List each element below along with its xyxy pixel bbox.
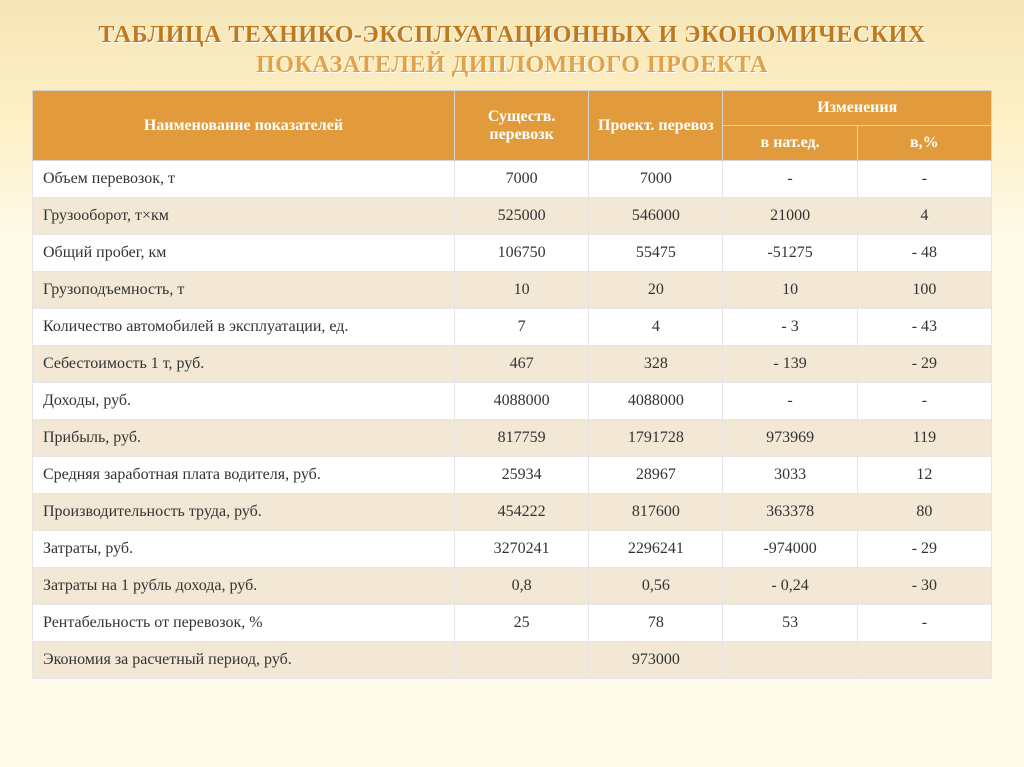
table-cell-exist: 0,8 [454,568,588,605]
table-cell-exist: 4088000 [454,383,588,420]
table-cell-nat: 53 [723,605,857,642]
table-cell-name: Общий пробег, км [33,235,455,272]
table-row: Рентабельность от перевозок, %257853- [33,605,992,642]
table-cell-name: Себестоимость 1 т, руб. [33,346,455,383]
table-cell-exist: 25 [454,605,588,642]
table-cell-exist: 25934 [454,457,588,494]
table-cell-pct: - 48 [857,235,991,272]
table-cell-nat: 973969 [723,420,857,457]
table-cell-nat: 21000 [723,198,857,235]
table-cell-proj: 546000 [589,198,723,235]
th-changes-pct: в,% [857,126,991,161]
table-cell-proj: 1791728 [589,420,723,457]
table-cell-nat: - 3 [723,309,857,346]
table-cell-proj: 7000 [589,161,723,198]
table-cell-pct: - 43 [857,309,991,346]
table-cell-proj: 4 [589,309,723,346]
table-cell-name: Затраты, руб. [33,531,455,568]
table-row: Экономия за расчетный период, руб. 973000 [33,642,992,679]
table-cell-name: Средняя заработная плата водителя, руб. [33,457,455,494]
table-row: Грузоподъемность, т102010100 [33,272,992,309]
table-row: Производительность труда, руб.4542228176… [33,494,992,531]
table-cell-name: Затраты на 1 рубль дохода, руб. [33,568,455,605]
table-cell-proj: 973000 [589,642,723,679]
table-cell-name: Грузооборот, т×км [33,198,455,235]
title-line-1: ТАБЛИЦА ТЕХНИКО-ЭКСПЛУАТАЦИОННЫХ И ЭКОНО… [32,20,992,50]
table-cell-exist: 454222 [454,494,588,531]
table-cell-nat: - [723,161,857,198]
table-cell-pct: - [857,383,991,420]
table-cell-nat: - 139 [723,346,857,383]
table-body: Объем перевозок, т70007000--Грузооборот,… [33,161,992,679]
table-header: Наименование показателей Существ. перево… [33,91,992,161]
table-cell-nat: -974000 [723,531,857,568]
table-cell-pct: 100 [857,272,991,309]
table-cell-pct: - 29 [857,531,991,568]
table-cell-exist: 106750 [454,235,588,272]
table-cell-exist: 3270241 [454,531,588,568]
title-line-2: ПОКАЗАТЕЛЕЙ ДИПЛОМНОГО ПРОЕКТА [32,50,992,80]
table-cell-proj: 817600 [589,494,723,531]
table-cell-exist [454,642,588,679]
th-project: Проект. перевоз [589,91,723,161]
table-cell-nat: - [723,383,857,420]
table-cell-name: Количество автомобилей в эксплуатации, е… [33,309,455,346]
table-cell-nat: 10 [723,272,857,309]
table-row: Затраты, руб.32702412296241-974000- 29 [33,531,992,568]
table-cell-name: Производительность труда, руб. [33,494,455,531]
table-cell-nat: 363378 [723,494,857,531]
table-row: Прибыль, руб.8177591791728973969119 [33,420,992,457]
table-row: Средняя заработная плата водителя, руб.2… [33,457,992,494]
slide-container: ТАБЛИЦА ТЕХНИКО-ЭКСПЛУАТАЦИОННЫХ И ЭКОНО… [0,0,1024,679]
table-cell-proj: 28967 [589,457,723,494]
table-cell-pct: - [857,605,991,642]
table-cell-name: Экономия за расчетный период, руб. [33,642,455,679]
table-row: Затраты на 1 рубль дохода, руб.0,80,56- … [33,568,992,605]
table-row: Грузооборот, т×км525000546000210004 [33,198,992,235]
table-row: Общий пробег, км10675055475-51275- 48 [33,235,992,272]
table-row: Себестоимость 1 т, руб.467328- 139- 29 [33,346,992,383]
table-cell-pct: 119 [857,420,991,457]
indicators-table: Наименование показателей Существ. перево… [32,90,992,679]
table-cell-nat: 3033 [723,457,857,494]
table-row: Доходы, руб.40880004088000-- [33,383,992,420]
table-cell-proj: 0,56 [589,568,723,605]
table-cell-name: Прибыль, руб. [33,420,455,457]
table-cell-exist: 817759 [454,420,588,457]
table-cell-proj: 328 [589,346,723,383]
table-cell-proj: 78 [589,605,723,642]
table-cell-pct: - 29 [857,346,991,383]
table-cell-proj: 2296241 [589,531,723,568]
th-changes: Изменения [723,91,992,126]
table-cell-pct: 4 [857,198,991,235]
table-cell-name: Доходы, руб. [33,383,455,420]
table-row: Количество автомобилей в эксплуатации, е… [33,309,992,346]
table-cell-nat: -51275 [723,235,857,272]
table-cell-pct: - [857,161,991,198]
table-cell-nat [723,642,857,679]
table-cell-exist: 10 [454,272,588,309]
table-cell-exist: 525000 [454,198,588,235]
table-row: Объем перевозок, т70007000-- [33,161,992,198]
table-cell-name: Грузоподъемность, т [33,272,455,309]
table-cell-pct [857,642,991,679]
table-cell-proj: 4088000 [589,383,723,420]
table-cell-proj: 20 [589,272,723,309]
table-cell-pct: 80 [857,494,991,531]
table-cell-exist: 467 [454,346,588,383]
table-cell-name: Объем перевозок, т [33,161,455,198]
th-name: Наименование показателей [33,91,455,161]
th-changes-nat: в нат.ед. [723,126,857,161]
table-cell-proj: 55475 [589,235,723,272]
table-cell-nat: - 0,24 [723,568,857,605]
table-cell-exist: 7000 [454,161,588,198]
table-cell-exist: 7 [454,309,588,346]
th-existing: Существ. перевозк [454,91,588,161]
table-cell-name: Рентабельность от перевозок, % [33,605,455,642]
table-cell-pct: - 30 [857,568,991,605]
slide-title: ТАБЛИЦА ТЕХНИКО-ЭКСПЛУАТАЦИОННЫХ И ЭКОНО… [32,20,992,80]
table-cell-pct: 12 [857,457,991,494]
